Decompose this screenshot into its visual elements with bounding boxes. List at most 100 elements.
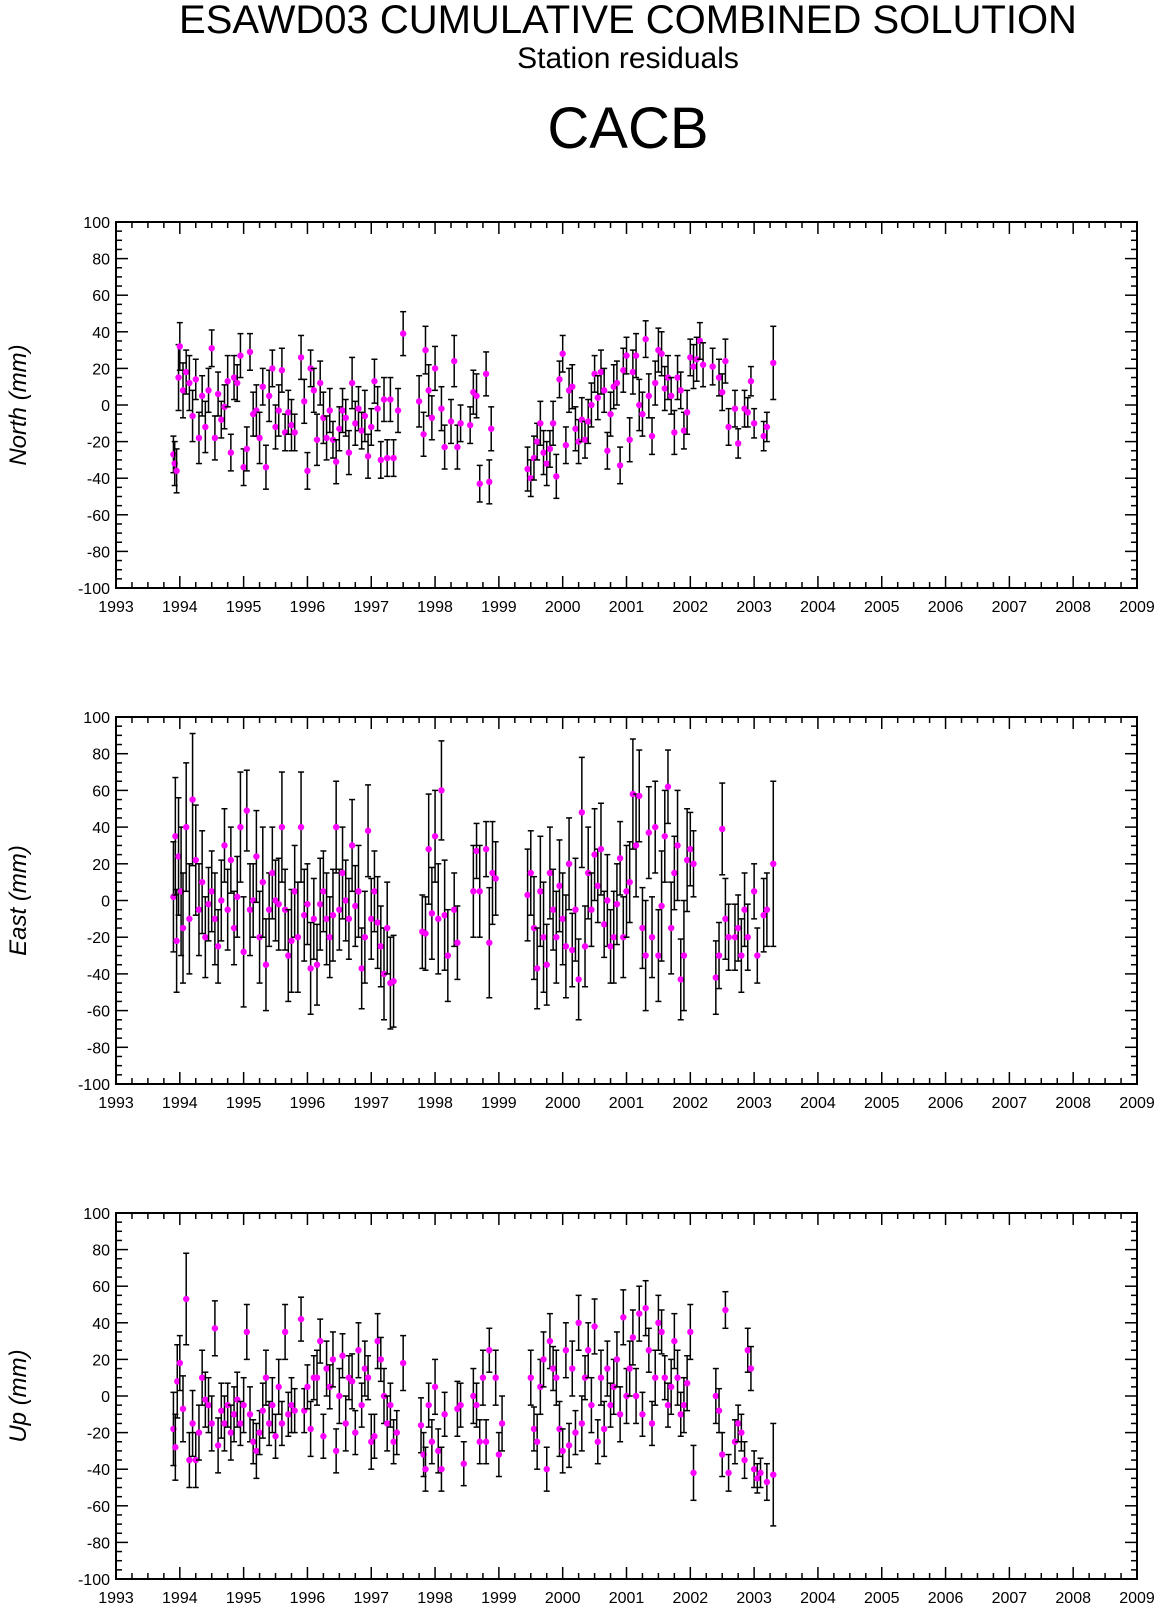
east-xtick-label: 2001: [609, 1095, 645, 1112]
data-marker: [425, 1401, 432, 1409]
data-marker: [687, 845, 694, 853]
north-data-point: [585, 398, 592, 445]
east-data-point: [610, 890, 617, 984]
data-marker: [214, 390, 222, 398]
east-data-point: [719, 782, 726, 876]
station-name: CACB: [547, 96, 709, 161]
data-marker: [770, 359, 777, 367]
north-data-point: [441, 424, 448, 470]
data-marker: [667, 1383, 675, 1391]
up-data-point: [234, 1371, 241, 1428]
north-data-point: [680, 411, 688, 450]
up-data-point: [317, 1318, 324, 1364]
north-data-point: [345, 429, 353, 476]
north-data-point: [559, 334, 566, 373]
data-marker: [734, 1420, 742, 1427]
data-marker: [616, 855, 624, 862]
data-marker: [374, 405, 381, 412]
data-marker: [486, 478, 493, 486]
data-marker: [352, 420, 359, 427]
east-data-point: [259, 826, 266, 938]
data-marker: [288, 1401, 295, 1409]
up-ytick-label: 60: [92, 1279, 110, 1296]
east-data-point: [588, 872, 595, 948]
north-data-point: [473, 373, 480, 419]
up-data-point: [428, 1419, 436, 1465]
data-marker: [192, 856, 199, 864]
up-data-point: [527, 1349, 534, 1406]
data-marker: [594, 882, 601, 890]
up-data-point: [364, 1354, 372, 1401]
data-marker: [380, 396, 388, 403]
east-data-point: [482, 820, 490, 878]
up-data-point: [632, 1367, 640, 1425]
north-data-point: [750, 407, 758, 439]
up-data-point: [591, 1298, 598, 1355]
data-marker: [623, 1392, 630, 1400]
data-marker: [489, 869, 496, 877]
data-marker: [368, 423, 375, 431]
east-data-point: [744, 903, 751, 971]
up-ytick-label: 100: [83, 1206, 110, 1223]
east-xtick-label: 1997: [353, 1095, 389, 1112]
data-marker: [680, 952, 688, 959]
up-data-point: [604, 1340, 611, 1397]
data-marker: [543, 1466, 550, 1473]
data-marker: [680, 1401, 688, 1409]
data-marker: [361, 934, 369, 941]
data-marker: [725, 1469, 732, 1477]
data-marker: [473, 392, 480, 400]
data-marker: [175, 853, 182, 860]
data-marker: [581, 943, 589, 950]
north-data-point: [556, 360, 563, 399]
data-marker: [537, 1383, 544, 1391]
data-marker: [431, 833, 439, 840]
data-marker: [466, 421, 474, 429]
up-data-point: [358, 1382, 365, 1428]
north-data-point: [476, 464, 483, 503]
data-marker: [186, 1456, 193, 1464]
east-data-point: [285, 908, 292, 1003]
data-marker: [195, 434, 203, 442]
up-data-point: [747, 1345, 755, 1392]
east-data-point: [760, 877, 767, 953]
data-marker: [591, 1323, 598, 1330]
north-data-point: [377, 440, 385, 479]
east-data-point: [422, 896, 429, 971]
up-xtick-label: 1993: [98, 1590, 134, 1607]
data-marker: [565, 1442, 573, 1449]
data-marker: [259, 383, 266, 390]
data-marker: [527, 869, 534, 877]
data-marker: [652, 1374, 659, 1381]
data-marker: [763, 906, 771, 913]
data-marker: [645, 1347, 653, 1354]
north-data-point: [230, 354, 238, 401]
north-data-point: [224, 354, 231, 408]
data-marker: [352, 902, 359, 910]
north-data-point: [537, 400, 544, 447]
north-data-point: [683, 389, 691, 436]
east-data-point: [192, 804, 199, 916]
data-marker: [224, 378, 231, 385]
east-data-point: [326, 896, 333, 979]
data-marker: [581, 1374, 589, 1381]
north-data-point: [269, 349, 276, 388]
data-marker: [556, 376, 563, 383]
data-marker: [380, 970, 388, 978]
data-marker: [438, 405, 445, 412]
east-data-point: [186, 863, 193, 975]
data-marker: [664, 1401, 672, 1409]
data-marker: [578, 809, 586, 816]
up-xtick-label: 2007: [992, 1590, 1028, 1607]
data-marker: [658, 1328, 665, 1336]
data-marker: [246, 348, 254, 356]
north-data-point: [600, 367, 608, 414]
up-data-point: [348, 1353, 356, 1410]
up-data-point: [285, 1391, 292, 1438]
up-data-point: [683, 1354, 691, 1412]
east-xtick-label: 1998: [417, 1095, 453, 1112]
north-data-point: [399, 310, 407, 357]
data-marker: [559, 1447, 566, 1455]
up-data-point: [182, 1252, 190, 1346]
data-marker: [533, 965, 541, 972]
